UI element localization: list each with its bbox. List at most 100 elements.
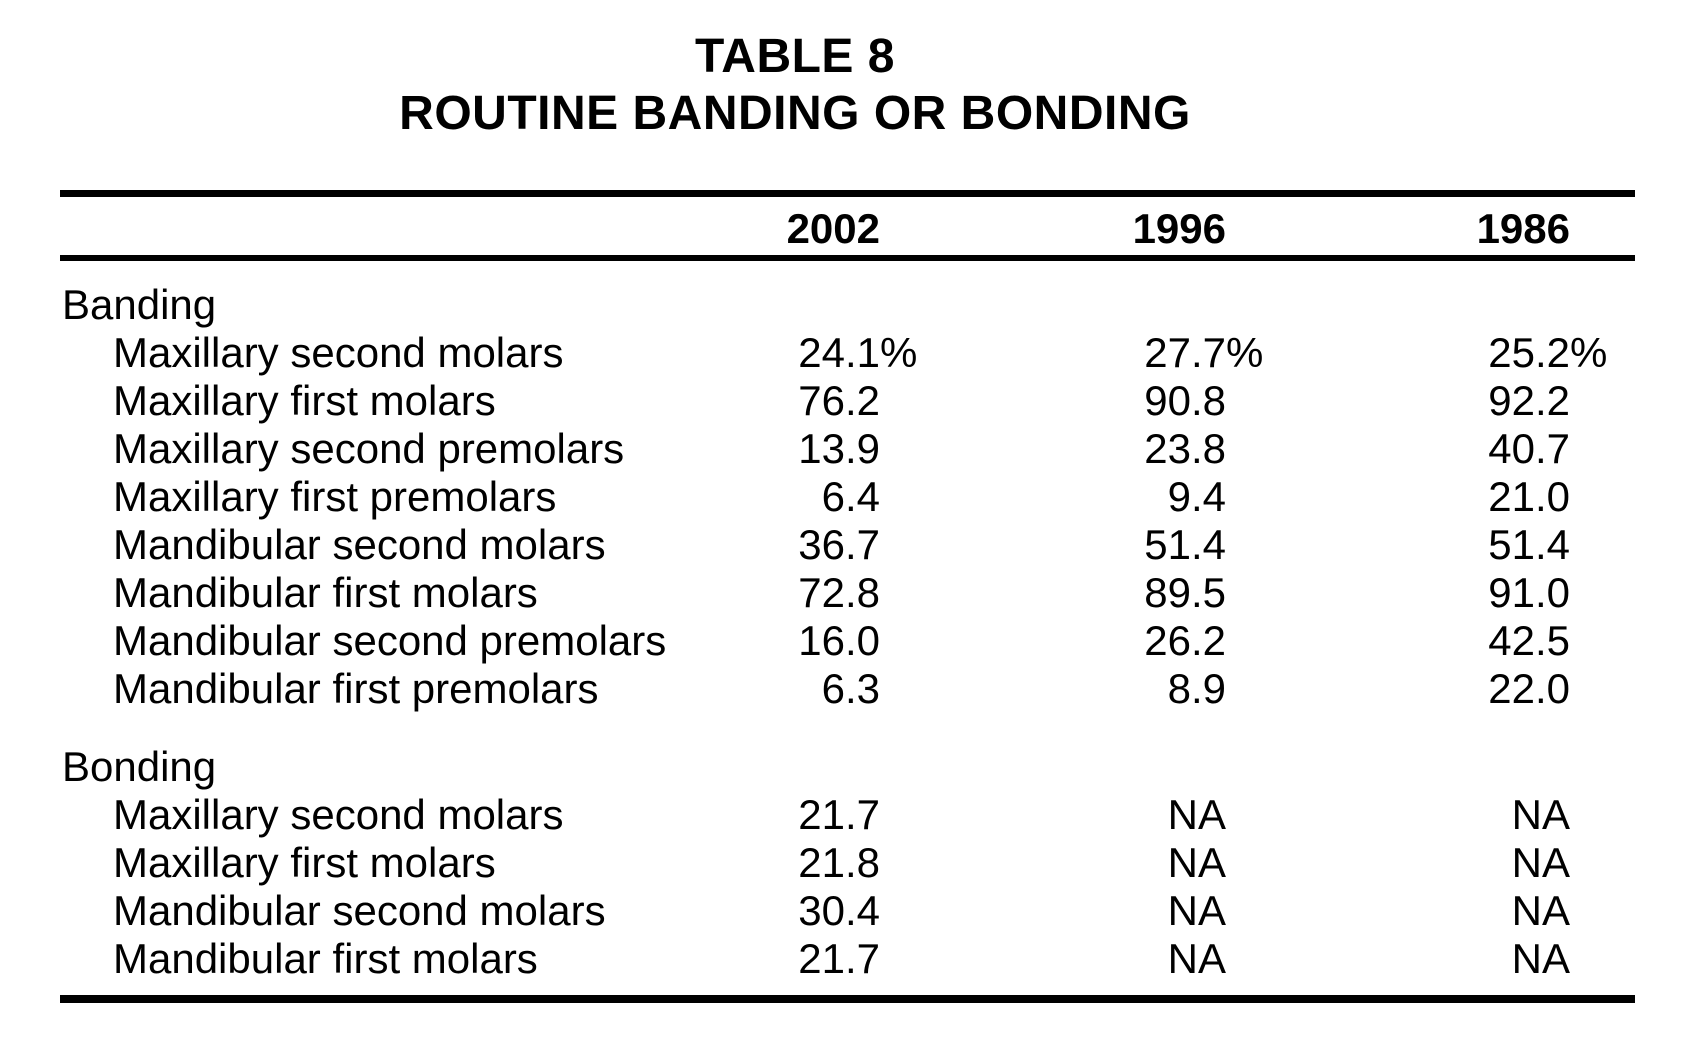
row-label: Mandibular second premolars [113,617,667,664]
header-label: 2002 [786,205,880,252]
value-cell: 40.7 [1256,425,1635,473]
value-cell: NA [910,935,1256,999]
value-number: 13.9 [798,425,880,472]
value-number: 92.2 [1488,377,1570,424]
value-number: NA [1167,935,1226,982]
table-row: Maxillary first molars 21.8 NA NA [60,839,1635,887]
value-cell: NA [1256,839,1635,887]
header-year-1996: 1996 [910,193,1256,261]
value-cell: 91.0 [1256,569,1635,617]
header-year-1986: 1986 [1256,193,1635,261]
value-cell: 42.5 [1256,617,1635,665]
value-number: NA [1511,935,1570,982]
row-label: Mandibular second molars [113,887,606,934]
value-number: 90.8 [1144,377,1226,424]
row-label: Maxillary first molars [113,839,496,886]
value-cell: NA [910,791,1256,839]
value-suffix: % [1226,329,1264,376]
empty-cell [700,713,910,791]
value-cell: 72.8 [700,569,910,617]
table-row: Mandibular first premolars 6.3 8.9 22.0 [60,665,1635,713]
value-number: 26.2 [1144,617,1226,664]
row-label: Maxillary second molars [113,791,564,838]
value-cell: 13.9 [700,425,910,473]
data-table: 2002 1996 1986 Banding Maxillary second … [60,190,1635,1003]
value-number: 51.4 [1488,521,1570,568]
value-number: 21.7 [798,791,880,838]
value-number: 36.7 [798,521,880,568]
row-label: Maxillary first molars [113,377,496,424]
value-number: 91.0 [1488,569,1570,616]
value-cell: 21.0 [1256,473,1635,521]
value-cell: 6.3 [700,665,910,713]
value-number: 8.9 [1167,665,1226,712]
value-number: NA [1167,839,1226,886]
value-cell: 8.9 [910,665,1256,713]
value-number: 9.4 [1167,473,1226,520]
empty-cell [700,258,910,329]
table-row: Mandibular first molars 21.7 NA NA [60,935,1635,999]
header-empty-cell [60,193,700,261]
row-label: Mandibular first molars [113,935,538,982]
table-title: TABLE 8 ROUTINE BANDING OR BONDING [0,28,1590,142]
empty-cell [1256,258,1635,329]
value-cell: 6.4 [700,473,910,521]
table-row: Maxillary second molars 21.7 NA NA [60,791,1635,839]
value-number: 25.2 [1488,329,1570,376]
value-cell: NA [1256,935,1635,999]
table-row: Maxillary second premolars 13.9 23.8 40.… [60,425,1635,473]
value-cell: 51.4 [910,521,1256,569]
value-number: NA [1511,839,1570,886]
value-number: NA [1167,887,1226,934]
table-title-line2: ROUTINE BANDING OR BONDING [399,87,1191,140]
value-number: NA [1511,791,1570,838]
value-cell: NA [910,887,1256,935]
section-row-bonding: Bonding [60,713,1635,791]
section-label: Banding [62,281,217,328]
value-number: 51.4 [1144,521,1226,568]
value-cell: 92.2 [1256,377,1635,425]
value-number: 21.0 [1488,473,1570,520]
value-number: NA [1511,887,1570,934]
table-header-row: 2002 1996 1986 [60,193,1635,261]
value-number: 24.1 [798,329,880,376]
value-cell: 89.5 [910,569,1256,617]
header-label: 1996 [1132,205,1226,252]
value-cell: 26.2 [910,617,1256,665]
value-cell: 36.7 [700,521,910,569]
table-row: Maxillary first premolars 6.4 9.4 21.0 [60,473,1635,521]
value-number: 42.5 [1488,617,1570,664]
value-number: 22.0 [1488,665,1570,712]
section-label: Bonding [62,743,217,790]
value-number: 27.7 [1144,329,1226,376]
table-row: Mandibular second premolars 16.0 26.2 42… [60,617,1635,665]
value-number: 23.8 [1144,425,1226,472]
row-label: Mandibular first premolars [113,665,599,712]
value-cell: 90.8 [910,377,1256,425]
value-cell: 21.7 [700,791,910,839]
header-label: 1986 [1476,205,1570,252]
empty-cell [1256,713,1635,791]
table-row: Mandibular second molars 36.7 51.4 51.4 [60,521,1635,569]
table-row: Mandibular first molars 72.8 89.5 91.0 [60,569,1635,617]
row-label: Mandibular second molars [113,521,606,568]
value-cell: 16.0 [700,617,910,665]
value-number: NA [1167,791,1226,838]
value-number: 21.7 [798,935,880,982]
value-suffix: % [880,329,918,376]
value-cell: 30.4 [700,887,910,935]
empty-cell [910,713,1256,791]
value-number: 89.5 [1144,569,1226,616]
row-label: Maxillary second premolars [113,425,625,472]
value-cell: 22.0 [1256,665,1635,713]
table-title-line1: TABLE 8 [695,30,895,83]
value-number: 30.4 [798,887,880,934]
value-number: 21.8 [798,839,880,886]
row-label: Maxillary first premolars [113,473,557,520]
value-cell: NA [1256,887,1635,935]
value-cell: 25.2% [1256,329,1635,377]
value-cell: NA [910,839,1256,887]
section-row-banding: Banding [60,258,1635,329]
value-cell: 51.4 [1256,521,1635,569]
value-number: 6.3 [821,665,880,712]
